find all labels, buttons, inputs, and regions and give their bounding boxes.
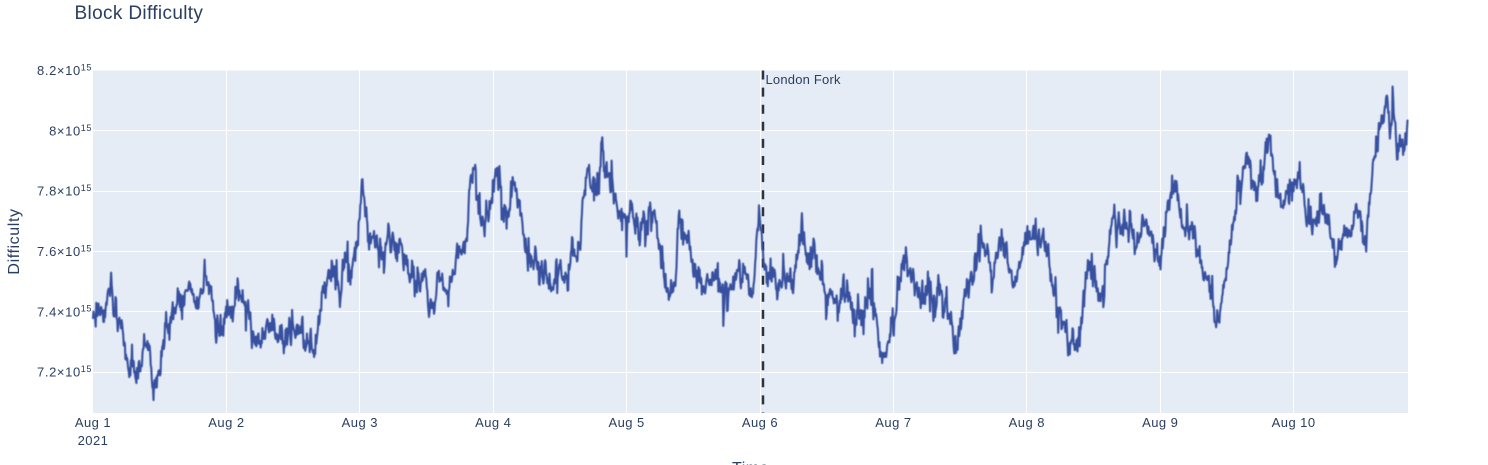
svg-text:Aug 7: Aug 7: [875, 415, 911, 430]
svg-text:7.8×1015: 7.8×1015: [37, 183, 92, 199]
svg-text:Aug 9: Aug 9: [1142, 415, 1178, 430]
svg-text:7.6×1015: 7.6×1015: [37, 243, 92, 259]
svg-text:8.2×1015: 8.2×1015: [37, 63, 92, 79]
svg-text:Time: Time: [732, 460, 769, 465]
svg-text:7.4×1015: 7.4×1015: [37, 304, 92, 320]
svg-text:Aug 10: Aug 10: [1272, 415, 1316, 430]
svg-text:Aug 8: Aug 8: [1009, 415, 1045, 430]
svg-text:Block Difficulty: Block Difficulty: [75, 3, 204, 24]
svg-text:Difficulty: Difficulty: [6, 208, 23, 274]
svg-text:Aug 6: Aug 6: [742, 415, 778, 430]
svg-text:2021: 2021: [78, 433, 109, 448]
svg-text:7.2×1015: 7.2×1015: [37, 364, 92, 380]
svg-text:Aug 2: Aug 2: [208, 415, 244, 430]
svg-text:Aug 5: Aug 5: [608, 415, 644, 430]
svg-text:Aug 4: Aug 4: [475, 415, 511, 430]
svg-text:London Fork: London Fork: [766, 72, 841, 87]
svg-text:Aug 3: Aug 3: [342, 415, 378, 430]
svg-text:Aug 1: Aug 1: [75, 415, 111, 430]
